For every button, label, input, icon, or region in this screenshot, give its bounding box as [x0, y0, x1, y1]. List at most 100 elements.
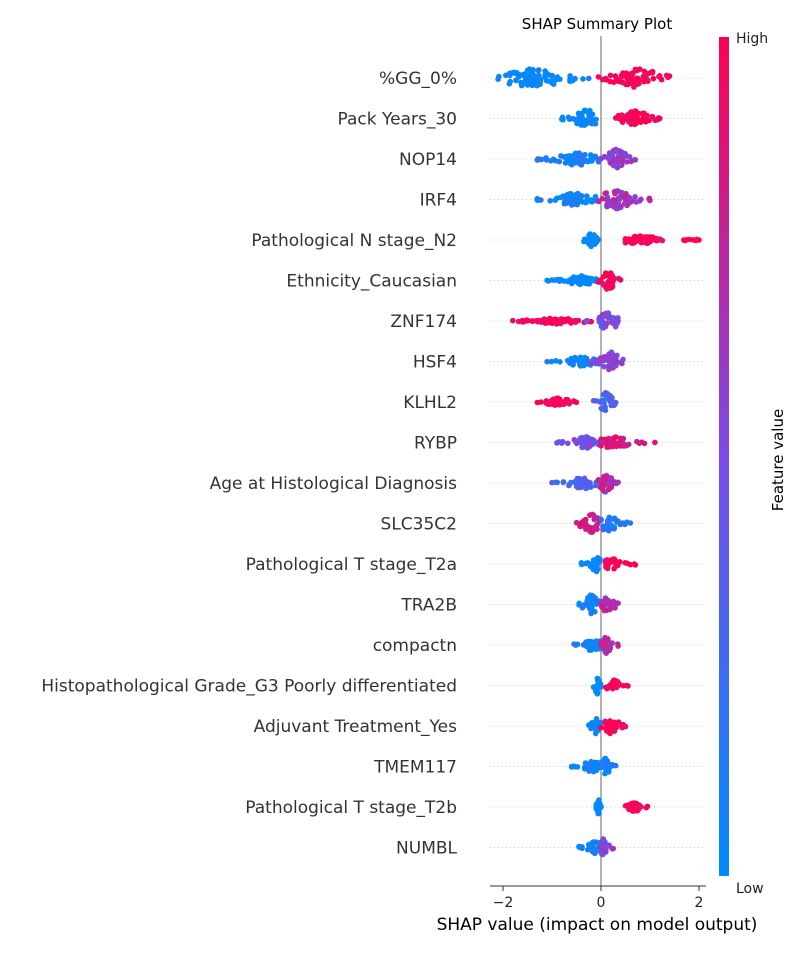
shap-point: [591, 524, 598, 531]
shap-point: [606, 156, 612, 162]
shap-point: [605, 480, 611, 487]
x-axis-label: SHAP value (impact on model output): [437, 915, 758, 935]
shap-point: [577, 280, 584, 287]
shap-point: [582, 764, 588, 770]
shap-point: [592, 730, 599, 737]
shap-point: [579, 158, 586, 164]
shap-point: [607, 399, 614, 405]
shap-point: [599, 317, 605, 324]
shap-point: [515, 318, 522, 325]
shap-point: [604, 281, 611, 288]
shap-point: [641, 440, 648, 447]
shap-point: [615, 641, 621, 647]
feature-label: Adjuvant Treatment_Yes: [254, 717, 458, 737]
shap-point: [609, 315, 616, 321]
x-axis-ticks: −2 0 2: [493, 886, 703, 911]
feature-label: NUMBL: [396, 839, 457, 859]
shap-point: [622, 560, 628, 566]
shap-point: [538, 197, 544, 203]
shap-point: [567, 319, 574, 325]
shap-point: [519, 72, 526, 78]
shap-point: [606, 366, 612, 373]
shap-point: [619, 722, 625, 728]
x-tick-label: 0: [597, 895, 606, 911]
shap-point: [601, 354, 608, 360]
shap-point: [658, 76, 665, 83]
shap-point: [569, 77, 576, 84]
shap-point: [638, 118, 644, 124]
shap-point: [513, 77, 519, 84]
shap-point: [586, 647, 593, 653]
shap-point: [615, 112, 622, 119]
shap-point: [592, 155, 599, 161]
shap-point: [593, 683, 600, 689]
shap-point: [556, 158, 563, 165]
shap-point: [619, 360, 625, 367]
feature-label: compactn: [373, 636, 457, 656]
shap-point: [598, 516, 604, 523]
shap-point: [604, 320, 610, 327]
shap-point: [631, 84, 637, 90]
shap-point: [681, 237, 687, 243]
shap-point: [573, 201, 579, 208]
shap-point: [544, 71, 551, 77]
shap-point: [589, 511, 595, 518]
shap-point: [496, 73, 502, 80]
shap-point: [636, 77, 642, 83]
feature-label: ZNF174: [390, 312, 457, 332]
shap-point: [528, 70, 535, 77]
shap-point: [575, 190, 581, 197]
shap-point: [646, 196, 652, 202]
shap-point: [547, 198, 553, 204]
feature-label: IRF4: [420, 191, 457, 211]
shap-point: [652, 116, 658, 123]
shap-point: [602, 489, 609, 495]
shap-point: [607, 393, 614, 399]
shap-point: [560, 479, 567, 486]
shap-point: [608, 484, 615, 491]
shap-point: [634, 438, 640, 445]
shap-point: [611, 515, 618, 522]
shap-point: [599, 195, 605, 202]
shap-point: [589, 848, 596, 855]
shap-point: [614, 600, 620, 606]
shap-point: [577, 195, 583, 201]
shap-point: [578, 520, 585, 527]
shap-point: [586, 75, 592, 82]
shap-point: [576, 150, 582, 156]
shap-point: [602, 190, 608, 197]
feature-label: Pathological T stage_T2a: [246, 555, 457, 575]
shap-point: [519, 80, 526, 86]
shap-point: [652, 439, 658, 446]
feature-label: Ethnicity_Caucasian: [286, 272, 457, 292]
shap-point: [560, 117, 566, 123]
shap-point: [600, 851, 606, 858]
shap-point: [605, 202, 612, 209]
shap-point: [569, 202, 575, 208]
shap-point: [599, 477, 605, 483]
shap-point: [612, 724, 618, 730]
shap-point: [572, 354, 578, 361]
shap-point: [625, 77, 632, 83]
feature-label: %GG_0%: [379, 69, 457, 89]
shap-point: [626, 196, 633, 202]
feature-label: HSF4: [413, 353, 457, 373]
shap-point: [507, 72, 513, 79]
shap-point: [569, 280, 575, 287]
shap-point: [612, 73, 619, 79]
shap-point: [601, 838, 607, 844]
shap-point: [579, 122, 585, 128]
feature-label: SLC35C2: [381, 515, 457, 535]
shap-point: [553, 358, 559, 364]
shap-point: [646, 236, 652, 243]
shap-point: [544, 358, 550, 365]
shap-point: [533, 75, 539, 82]
shap-point: [565, 440, 571, 447]
shap-point: [592, 564, 599, 571]
shap-point: [604, 842, 611, 849]
shap-point: [607, 521, 614, 528]
shap-point: [561, 201, 568, 207]
shap-point: [601, 154, 608, 160]
shap-point: [627, 561, 634, 568]
shap-point: [588, 243, 594, 250]
